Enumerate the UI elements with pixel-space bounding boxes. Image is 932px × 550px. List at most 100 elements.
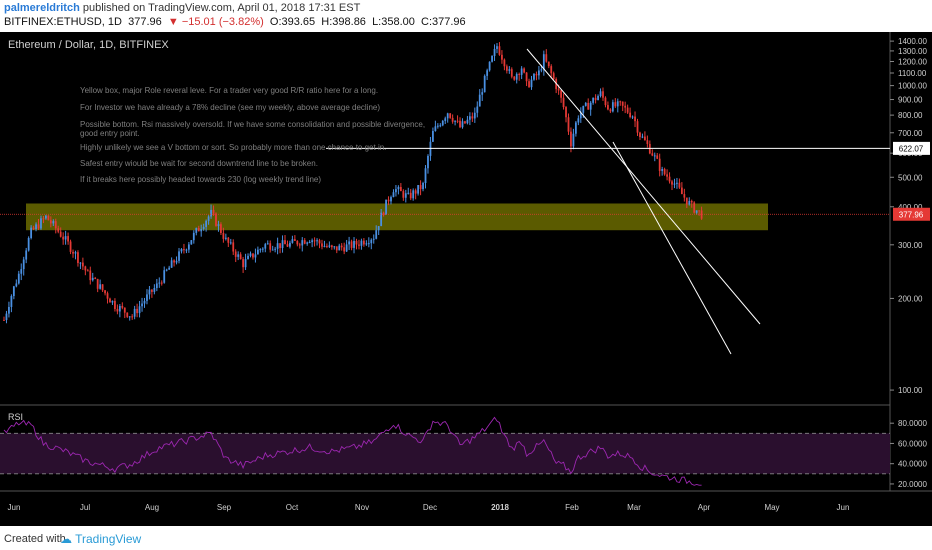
candle-body: [607, 105, 609, 110]
candle-body: [321, 243, 323, 247]
price-tick-label: 1400.00: [898, 37, 927, 46]
candle-body: [436, 125, 439, 127]
rsi-axis: 80.0000 60.0000 40.0000 20.0000: [890, 419, 927, 489]
candle-body: [528, 81, 530, 88]
candle-body: [59, 231, 62, 237]
candle-body: [128, 316, 131, 318]
candle-body: [40, 218, 42, 229]
candle-body: [256, 249, 259, 255]
candle-body: [220, 224, 222, 234]
candle-body: [360, 240, 363, 246]
candle-body: [20, 269, 23, 274]
candle-body: [446, 113, 449, 119]
candle-body: [577, 118, 580, 123]
time-axis-label: Jun: [837, 503, 850, 512]
candle-body: [353, 240, 355, 248]
candle-body: [560, 90, 562, 98]
candle-body: [441, 120, 444, 126]
candle-body: [616, 101, 619, 107]
candle-body: [298, 244, 301, 246]
candle-body: [678, 182, 681, 188]
candle-body: [449, 113, 452, 118]
rsi-tick-label: 40.0000: [898, 460, 927, 469]
candle-body: [518, 73, 521, 75]
price-tick-label: 900.00: [898, 96, 923, 105]
candle-body: [535, 73, 538, 76]
price-tick-label: 1300.00: [898, 47, 927, 56]
candle-body: [501, 54, 503, 60]
chart-area[interactable]: Ethereum / Dollar, 1D, BITFINEX Yellow b…: [0, 32, 932, 526]
candle-body: [587, 102, 590, 110]
price-tick-label: 700.00: [898, 129, 923, 138]
candle-body: [234, 251, 237, 257]
rsi-band: [0, 433, 890, 474]
candle-body: [666, 174, 668, 177]
candle-body: [131, 316, 134, 318]
candle-body: [414, 190, 417, 194]
candle-body: [390, 197, 392, 202]
candle-body: [205, 220, 208, 227]
candle-body: [355, 240, 358, 245]
time-axis-label: Jun: [8, 503, 21, 512]
tradingview-brand[interactable]: ☁ TradingView: [60, 532, 141, 546]
overlays: [0, 48, 890, 355]
candle-body: [513, 76, 516, 80]
candle-body: [185, 249, 188, 251]
candle-body: [611, 102, 614, 112]
high-label: H:398.86: [321, 16, 366, 28]
candle-body: [106, 293, 109, 299]
candle-body: [111, 300, 114, 303]
candle-body: [296, 240, 299, 245]
time-axis-label: Dec: [423, 503, 437, 512]
candle-body: [12, 286, 15, 297]
candle-body: [510, 69, 513, 77]
candle-body: [158, 282, 161, 284]
candle-body: [493, 48, 496, 56]
price-chart[interactable]: Ethereum / Dollar, 1D, BITFINEX Yellow b…: [0, 32, 932, 526]
candle-body: [461, 121, 464, 128]
change-label: ▼ −15.01 (−3.82%): [167, 16, 264, 28]
candle-body: [498, 46, 501, 55]
candle-body: [264, 244, 267, 249]
candle-body: [468, 116, 471, 120]
time-axis-label: Sep: [217, 503, 232, 512]
candle-body: [574, 122, 577, 134]
candle-body: [202, 226, 205, 230]
price-grid: [0, 32, 932, 492]
candle-body: [464, 121, 466, 124]
candle-body: [661, 169, 664, 171]
candle-body: [619, 101, 622, 103]
candle-body: [367, 243, 370, 245]
time-axis-label: Oct: [286, 503, 299, 512]
candle-body: [313, 240, 316, 242]
candle-body: [658, 158, 661, 171]
price-tick-label: 500.00: [898, 173, 923, 182]
candle-body: [634, 116, 636, 122]
candle-body: [542, 54, 545, 70]
candle-body: [688, 200, 691, 205]
candle-body: [306, 242, 309, 244]
candle-body: [69, 241, 72, 252]
candle-body: [249, 253, 252, 256]
candle-body: [77, 252, 79, 263]
time-axis[interactable]: Jun Jul Aug Sep Oct Nov Dec 2018 Feb Mar Apr May Jun: [8, 503, 850, 512]
annotation-line: good entry point.: [80, 129, 140, 138]
candle-body: [407, 192, 410, 194]
candle-body: [362, 240, 365, 245]
candle-body: [215, 213, 217, 226]
candle-body: [224, 237, 227, 239]
candle-body: [227, 237, 230, 243]
candle-body: [663, 169, 666, 175]
candle-body: [5, 313, 8, 320]
candle-body: [192, 232, 195, 241]
candle-body: [594, 97, 597, 101]
time-axis-label: Mar: [627, 503, 641, 512]
candle-body: [94, 277, 97, 279]
author-link[interactable]: palmereldritch: [4, 2, 80, 14]
candle-body: [698, 210, 701, 212]
price-tick-label: 200.00: [898, 294, 923, 303]
candle-body: [274, 248, 277, 250]
candle-body: [266, 243, 269, 245]
rsi-pane[interactable]: [0, 416, 890, 486]
